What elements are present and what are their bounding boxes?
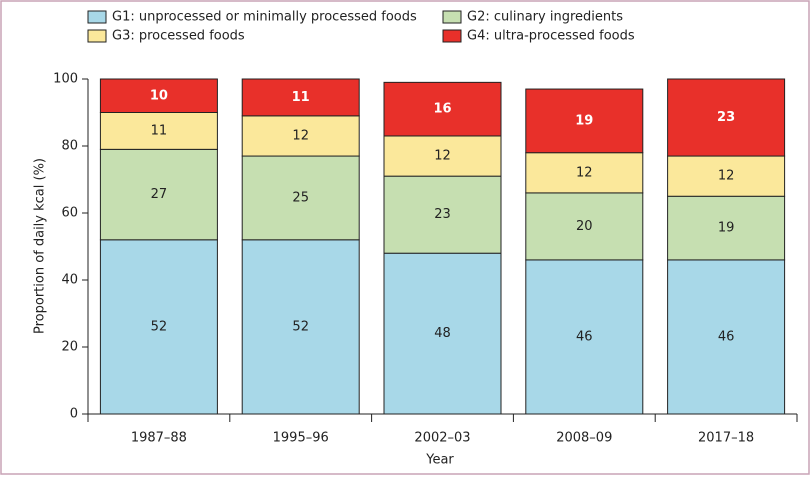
bar-segment — [525, 88, 644, 154]
x-tick-label: 1995–96 — [273, 431, 329, 446]
bar-segment — [667, 78, 786, 157]
legend-swatch — [87, 10, 107, 24]
value-label: 12 — [292, 128, 309, 143]
y-tick-label: 80 — [61, 139, 78, 154]
value-label: 10 — [150, 88, 168, 103]
bar-segment — [383, 135, 502, 177]
value-label: 46 — [718, 329, 735, 344]
value-label: 46 — [576, 329, 593, 344]
bar-segment — [525, 192, 644, 261]
bar-segment — [525, 152, 644, 194]
y-tick-label: 40 — [61, 273, 78, 288]
x-tick-label: 2017–18 — [698, 431, 754, 446]
bar-segment — [383, 252, 502, 415]
legend-label: G1: unprocessed or minimally processed f… — [112, 10, 417, 25]
bar-segment — [667, 155, 786, 197]
y-axis-label: Proportion of daily kcal (%) — [33, 158, 48, 334]
y-tick-label: 0 — [70, 407, 78, 422]
value-label: 12 — [576, 165, 593, 180]
legend-swatch — [442, 29, 462, 43]
legend-label: G4: ultra-processed foods — [467, 29, 635, 44]
value-label: 11 — [151, 123, 168, 138]
value-label: 12 — [434, 149, 451, 164]
x-tick-label: 1987–88 — [131, 431, 187, 446]
bar-segment — [241, 78, 360, 117]
bar-segment — [667, 259, 786, 415]
y-tick-label: 60 — [61, 206, 78, 221]
x-axis-label: Year — [425, 453, 454, 468]
bar-segment — [383, 81, 502, 137]
value-label: 27 — [151, 187, 168, 202]
value-label: 19 — [718, 221, 735, 236]
value-label: 16 — [433, 102, 451, 117]
value-label: 25 — [292, 190, 309, 205]
legend-label: G3: processed foods — [112, 29, 245, 44]
bar-segment — [525, 259, 644, 415]
bar-segment — [383, 175, 502, 254]
value-label: 20 — [576, 219, 593, 234]
x-tick-label: 2002–03 — [414, 431, 470, 446]
value-label: 23 — [717, 110, 735, 125]
y-tick-label: 20 — [61, 340, 78, 355]
value-label: 52 — [292, 319, 309, 334]
value-label: 12 — [718, 169, 735, 184]
bar-segment — [241, 239, 360, 415]
x-tick-label: 2008–09 — [556, 431, 612, 446]
bar-segment — [99, 148, 218, 241]
legend-swatch — [442, 10, 462, 24]
value-label: 48 — [434, 326, 451, 341]
bar-segment — [99, 239, 218, 415]
legend-swatch — [87, 29, 107, 43]
value-label: 11 — [292, 90, 310, 105]
value-label: 23 — [434, 207, 451, 222]
value-label: 19 — [575, 113, 593, 128]
legend-label: G2: culinary ingredients — [467, 10, 623, 25]
bar-segment — [241, 155, 360, 241]
y-tick-label: 100 — [53, 72, 78, 87]
bar-segment — [99, 112, 218, 150]
value-label: 52 — [151, 319, 168, 334]
bar-segment — [99, 78, 218, 113]
bar-segment — [667, 195, 786, 261]
